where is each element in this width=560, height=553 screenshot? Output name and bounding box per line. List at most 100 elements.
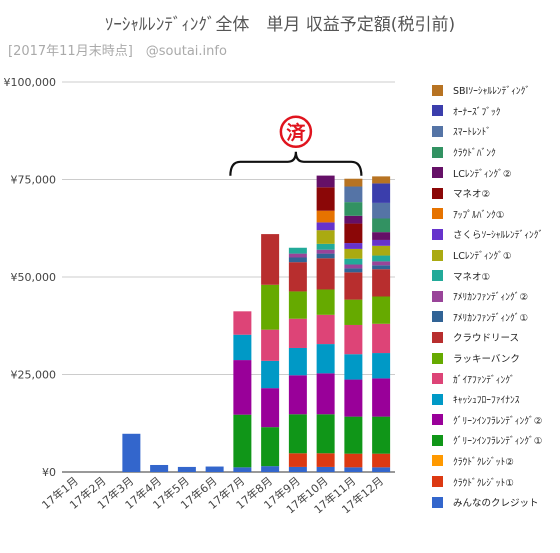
- bar-segment: [372, 269, 391, 297]
- legend-swatch: [432, 373, 443, 385]
- legend-swatch: [432, 84, 443, 96]
- legend-label: ｸﾗｳﾄﾞｸﾚｼﾞｯﾄ②: [453, 456, 514, 468]
- bar-segment: [122, 433, 141, 472]
- legend-swatch: [432, 105, 443, 117]
- bar-segment: [344, 186, 363, 203]
- legend-label: ｸﾗｳﾄﾞﾊﾞﾝｸ: [453, 148, 496, 160]
- bar-segment: [177, 466, 196, 472]
- bar-segment: [372, 239, 391, 246]
- bar-segment: [372, 218, 391, 233]
- legend-item: LCﾚﾝﾃﾞｨﾝｸﾞ②: [432, 162, 543, 183]
- bar-segment: [316, 249, 335, 254]
- legend-swatch: [432, 311, 443, 323]
- bar-segment: [344, 379, 363, 417]
- legend-item: ラッキーバンク: [432, 348, 543, 369]
- bar-segment: [233, 334, 252, 361]
- bar-segment: [316, 258, 335, 290]
- bar-segment: [372, 265, 391, 270]
- legend-label: ｱﾒﾘｶﾝﾌｧﾝﾃﾞｨﾝｸﾞ①: [453, 312, 529, 324]
- bar-segment: [344, 324, 363, 355]
- legend-label: ｸﾗｳﾄﾞｸﾚｼﾞｯﾄ①: [453, 477, 514, 489]
- legend-label: ｸﾞﾘｰﾝｲﾝﾌﾗﾚﾝﾃﾞｨﾝｸﾞ①: [453, 436, 543, 448]
- bar-segment: [372, 245, 391, 256]
- bar-segment: [261, 234, 280, 285]
- bar-segment: [344, 264, 363, 269]
- legend-item: ｽﾏｰﾄﾚﾝﾄﾞ: [432, 121, 543, 142]
- bar-segment: [316, 187, 335, 211]
- bar-segment: [288, 453, 307, 467]
- bar-segment: [316, 243, 335, 250]
- bar-segment: [372, 183, 391, 203]
- legend-item: みんなのクレジット: [432, 492, 543, 513]
- bar-segment: [372, 416, 391, 454]
- bar-segment: [344, 223, 363, 244]
- bar-segment: [316, 210, 335, 223]
- bar-segment: [316, 289, 335, 315]
- bar-segment: [288, 375, 307, 415]
- bar-segment: [316, 344, 335, 374]
- legend-item: ｷｬｯｼｭﾌﾛｰﾌｧｲﾅﾝｽ: [432, 389, 543, 410]
- bar-segment: [372, 453, 391, 468]
- legend-swatch: [432, 434, 443, 446]
- bar-segment: [344, 243, 363, 249]
- bar-segment: [372, 467, 391, 472]
- bar-segment: [344, 215, 363, 224]
- legend-label: SBIｿｰｼｬﾙﾚﾝﾃﾞｨﾝｸﾞ: [453, 86, 531, 98]
- bar-segment: [372, 176, 391, 184]
- annotation-brace: [229, 151, 363, 176]
- bar-segment: [344, 299, 363, 325]
- legend-label: マネオ②: [453, 189, 491, 201]
- bar-segment: [344, 272, 363, 300]
- bar-segment: [372, 232, 391, 240]
- legend-item: ｸﾞﾘｰﾝｲﾝﾌﾗﾚﾝﾃﾞｨﾝｸﾞ①: [432, 430, 543, 451]
- bar-segment: [288, 414, 307, 454]
- bar-segment: [288, 466, 307, 472]
- bar-segment: [288, 257, 307, 263]
- bar-segment: [316, 414, 335, 454]
- legend-item: ｸﾞﾘｰﾝｲﾝﾌﾗﾚﾝﾃﾞｨﾝｸﾞ②: [432, 410, 543, 431]
- legend-label: ｶﾞｲｱﾌｧﾝﾃﾞｨﾝｸﾞ: [453, 374, 515, 386]
- y-tick-label: ¥50,000: [11, 271, 57, 284]
- bar-segment: [316, 175, 335, 188]
- legend-swatch: [432, 125, 443, 137]
- legend-item: SBIｿｰｼｬﾙﾚﾝﾃﾞｨﾝｸﾞ: [432, 80, 543, 101]
- stamp-circle: [279, 115, 313, 149]
- bar-segment: [372, 378, 391, 417]
- legend-swatch: [432, 476, 443, 488]
- bar-segment: [233, 360, 252, 415]
- legend-item: ｵｰﾅｰｽﾞﾌﾞｯｸ: [432, 101, 543, 122]
- bar-segment: [344, 248, 363, 259]
- legend-item: ｶﾞｲｱﾌｧﾝﾃﾞｨﾝｸﾞ: [432, 368, 543, 389]
- y-tick-label: ¥25,000: [11, 369, 57, 382]
- bar-segment: [316, 373, 335, 415]
- legend-item: ｱﾒﾘｶﾝﾌｧﾝﾃﾞｨﾝｸﾞ①: [432, 307, 543, 328]
- bar-segment: [372, 323, 391, 354]
- legend-label: LCﾚﾝﾃﾞｨﾝｸﾞ②: [453, 168, 512, 180]
- chart-legend: SBIｿｰｼｬﾙﾚﾝﾃﾞｨﾝｸﾞ ｵｰﾅｰｽﾞﾌﾞｯｸ ｽﾏｰﾄﾚﾝﾄﾞ ｸﾗｳﾄﾞﾊ…: [432, 80, 543, 512]
- bar-segment: [316, 253, 335, 259]
- legend-item: ｱﾒﾘｶﾝﾌｧﾝﾃﾞｨﾝｸﾞ②: [432, 286, 543, 307]
- legend-swatch: [432, 187, 443, 199]
- bar-segment: [344, 416, 363, 454]
- legend-item: ｱｯﾌﾟﾙﾊﾞﾝｸ①: [432, 204, 543, 225]
- legend-swatch: [432, 146, 443, 158]
- bar-segment: [372, 255, 391, 262]
- bar-segment: [288, 291, 307, 319]
- legend-item: ｸﾗｳﾄﾞｸﾚｼﾞｯﾄ②: [432, 451, 543, 472]
- bar-segment: [344, 178, 363, 187]
- legend-label: ｱｯﾌﾟﾙﾊﾞﾝｸ①: [453, 209, 505, 221]
- chart-title: ｿｰｼｬﾙﾚﾝﾃﾞｨﾝｸﾞ全体 単月 収益予定額(税引前): [104, 15, 456, 35]
- legend-swatch: [432, 228, 443, 240]
- legend-label: ｵｰﾅｰｽﾞﾌﾞｯｸ: [453, 106, 501, 118]
- legend-label: ｽﾏｰﾄﾚﾝﾄﾞ: [453, 127, 492, 139]
- bar-segment: [316, 230, 335, 244]
- legend-swatch: [432, 352, 443, 364]
- bar-segment: [344, 202, 363, 216]
- bar-segment: [261, 329, 280, 361]
- bar-segment: [233, 414, 252, 468]
- bar-segment: [150, 464, 169, 472]
- bar-segment: [288, 347, 307, 376]
- bar-segment: [288, 262, 307, 292]
- bar-segment: [288, 247, 307, 254]
